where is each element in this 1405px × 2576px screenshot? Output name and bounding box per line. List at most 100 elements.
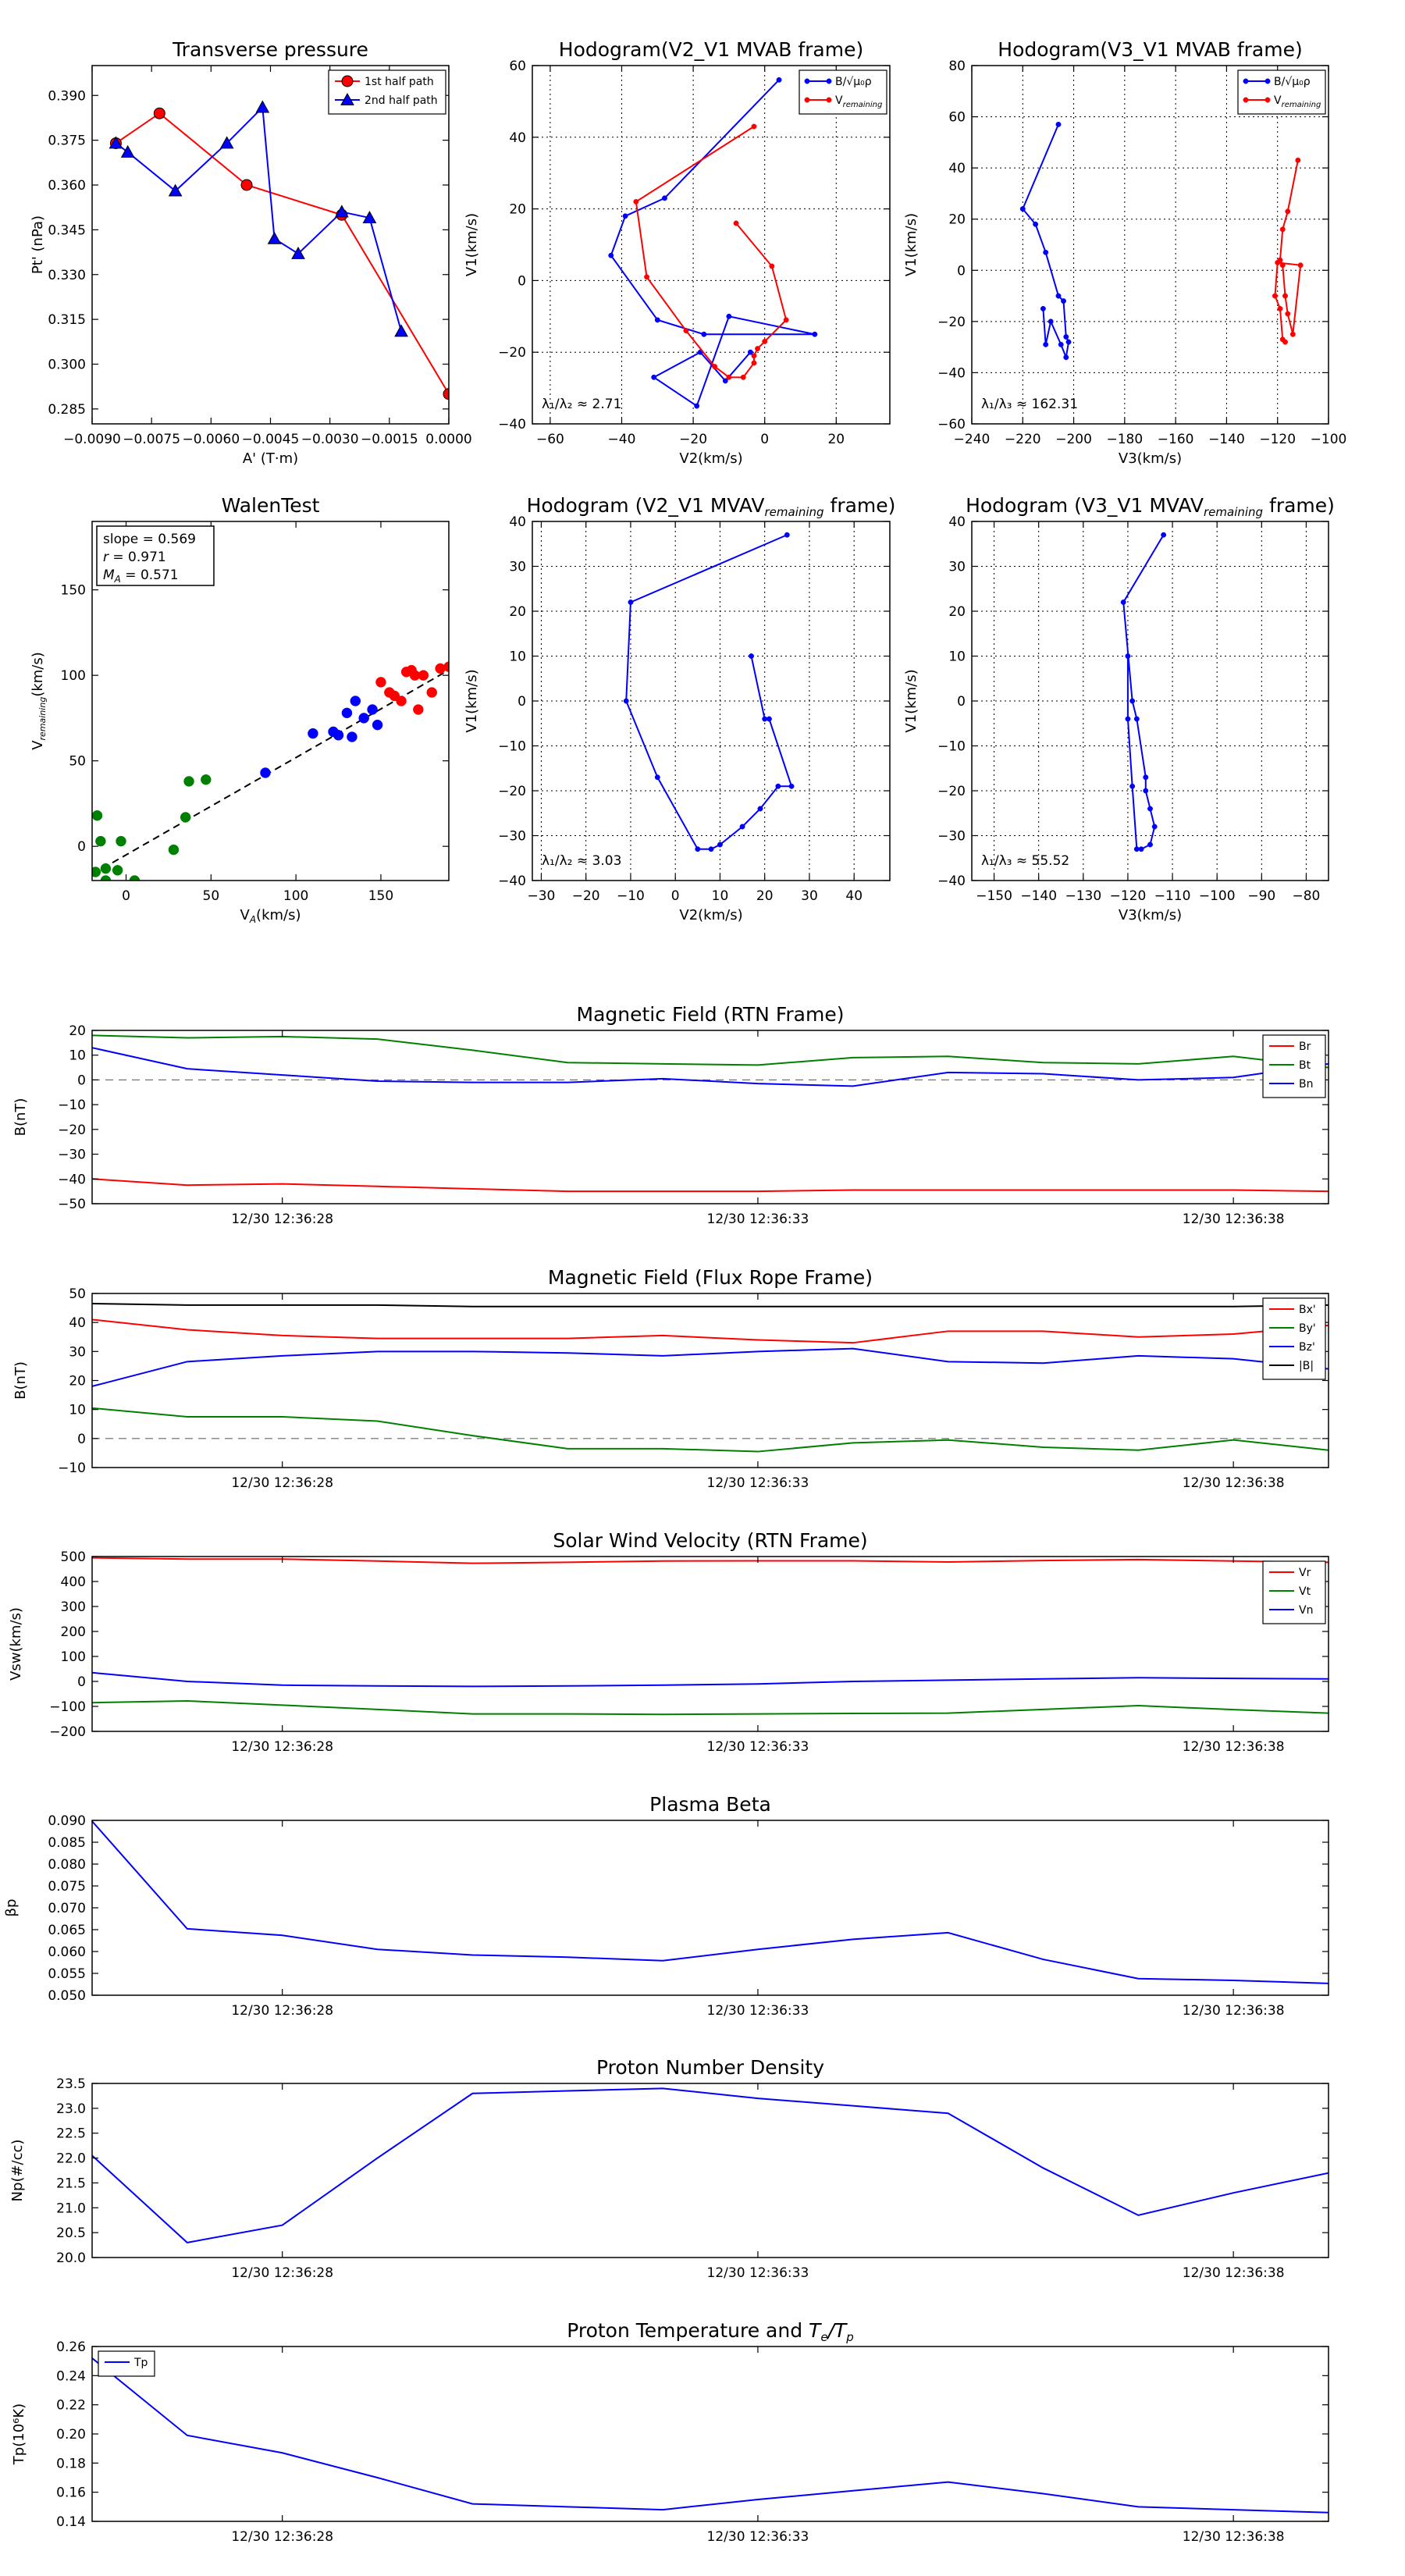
- legend-label: Vt: [1299, 1585, 1311, 1598]
- x-tick-label: −180: [1107, 432, 1144, 447]
- label-rest: (km/s): [30, 652, 46, 696]
- data-point: [726, 313, 732, 319]
- solar-wind-velocity-chart: 12/30 12:36:28 12/30 12:36:33 12/30 12:36:…: [8, 1529, 1329, 1755]
- x-tick-label: −220: [1005, 432, 1041, 447]
- legend-label: Bx': [1299, 1304, 1316, 1316]
- data-point: [116, 835, 126, 847]
- data-point: [628, 600, 634, 605]
- chart-title: WalenTest: [222, 494, 320, 517]
- series-line-Bn: [92, 1047, 1329, 1087]
- legend-label: B/√μ₀ρ: [1274, 76, 1311, 88]
- title-math: /T: [827, 2319, 848, 2342]
- y-tick-label: 0.18: [56, 2456, 86, 2471]
- title-rest: frame): [824, 494, 896, 517]
- y-tick-label: 40: [948, 514, 966, 530]
- plot-frame: [91, 65, 450, 425]
- plot-frame: [91, 1556, 1329, 1732]
- hodogram-v2-v1-mvav-chart: −30 −20 −10 0 10 20 30 40−40−30−20−10010203040H…: [464, 494, 895, 923]
- solar-wind-velocity-data: [92, 1557, 1329, 1716]
- y-tick-label: 100: [61, 1649, 86, 1665]
- series-line-V: [625, 534, 793, 850]
- x-tick-label: 0: [760, 432, 769, 447]
- x-tick-label: −90: [1247, 888, 1275, 904]
- data-point: [168, 183, 183, 197]
- hodogram-v2-v1-mvab-chart: −60 −40 −20 0 20 −40 −20 0 20 40 60 Hodogram(V2_V1 …: [464, 38, 891, 467]
- x-tick-label: 12/30 12:36:33: [707, 1212, 809, 1227]
- series-line-1st half path: [115, 112, 449, 395]
- data-point: [766, 716, 772, 722]
- chart-title: Proton Temperature and Te/Tp: [567, 2319, 854, 2344]
- data-point: [372, 719, 383, 731]
- data-point: [1125, 716, 1131, 722]
- plot-frame: [91, 1293, 1329, 1468]
- x-tick-label: 12/30 12:36:38: [1183, 1739, 1285, 1755]
- y-tick-label: 0.090: [48, 1813, 86, 1829]
- data-point: [762, 716, 768, 722]
- x-tick-label: −40: [608, 432, 636, 447]
- data-point: [683, 328, 689, 334]
- y-tick-label: −30: [58, 1147, 86, 1163]
- y-tick-label: 0.060: [48, 1944, 86, 1960]
- legend-label: |B|: [1299, 1360, 1314, 1372]
- x-tick-label: −150: [976, 888, 1012, 904]
- y-tick-label: −40: [937, 365, 966, 381]
- series-line-Br: [92, 1178, 1329, 1193]
- series-line-Vn: [92, 1671, 1329, 1688]
- hodogram-v3-v1-mvab-data: [1019, 121, 1304, 361]
- x-tick-label: −0.0075: [123, 432, 180, 447]
- y-tick-label: 100: [61, 668, 86, 684]
- data-point: [92, 810, 103, 821]
- plot-frame: [91, 521, 450, 881]
- legend: Vr Vt Vn: [1262, 1560, 1326, 1624]
- data-point: [1058, 341, 1064, 347]
- data-point: [153, 107, 165, 119]
- x-tick-label: 30: [801, 888, 818, 904]
- hodogram-v3-v1-mvav-chart: −150 −140 −130 −120 −110 −100 −90 −80−40−30−20−…: [903, 494, 1335, 923]
- data-point: [708, 846, 714, 852]
- x-axis-label: V2(km/s): [679, 450, 742, 467]
- chart-title: Hodogram(V2_V1 MVAB frame): [559, 38, 863, 61]
- x-tick-label: −100: [1311, 432, 1347, 447]
- data-point: [623, 698, 629, 704]
- legend-marker: [804, 78, 810, 84]
- data-point: [1275, 260, 1281, 265]
- y-tick-label: 10: [948, 649, 966, 665]
- data-point: [129, 875, 140, 881]
- data-point: [1161, 532, 1167, 538]
- data-point: [1133, 716, 1140, 722]
- title-subscript: remaining: [765, 505, 824, 519]
- proton-temperature-chart: 12/30 12:36:28 12/30 12:36:33 12/30 12:36:…: [11, 2319, 1329, 2545]
- data-point: [1143, 788, 1149, 794]
- x-tick-label: −80: [1292, 888, 1320, 904]
- data-point: [1129, 698, 1136, 704]
- y-tick-label: 0.075: [48, 1879, 86, 1895]
- x-tick-label: −60: [536, 432, 564, 447]
- x-tick-label: −30: [528, 888, 556, 904]
- data-point: [1129, 783, 1136, 789]
- data-point: [654, 774, 660, 781]
- ratio-annotation: λ₁/λ₃ ≈ 55.52: [981, 853, 1069, 869]
- legend-label: 2nd half path: [365, 94, 438, 107]
- plot-frame: [91, 1030, 1329, 1204]
- y-axis-label: V1(km/s): [903, 669, 919, 732]
- data-point: [633, 198, 639, 205]
- data-point: [108, 136, 123, 149]
- data-point: [341, 707, 353, 719]
- data-point: [350, 696, 361, 706]
- legend-marker: [1243, 97, 1249, 103]
- y-axis-label: B(nT): [12, 1098, 29, 1137]
- y-tick-label: 30: [509, 560, 526, 575]
- title-subscript: remaining: [1204, 505, 1263, 519]
- y-tick-label: 0.14: [56, 2514, 86, 2530]
- y-tick-label: −10: [498, 739, 526, 755]
- data-point: [112, 865, 123, 876]
- plasma-beta-data: [92, 1820, 1329, 1984]
- legend-label: Bz': [1299, 1341, 1315, 1354]
- data-point: [1055, 121, 1062, 127]
- data-point: [219, 136, 234, 149]
- x-tick-label: 50: [203, 888, 220, 904]
- x-tick-label: 12/30 12:36:33: [707, 1475, 809, 1491]
- y-tick-label: 0: [77, 1432, 86, 1447]
- transverse-pressure-chart: −0.0090 −0.0075 −0.0060 −0.0045 −0.0030 −0.00…: [30, 38, 472, 467]
- data-point: [1282, 339, 1288, 345]
